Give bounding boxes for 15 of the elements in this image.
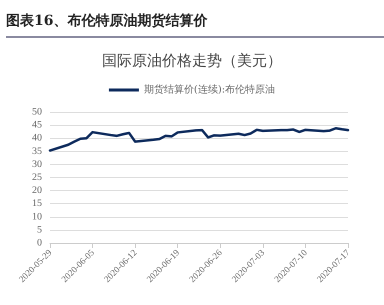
y-tick-label: 30 [32,158,42,170]
chart-title: 图表16、布伦特原油期货结算价 [6,8,384,38]
y-tick-label: 35 [32,146,42,157]
legend-label: 期货结算价(连续):布伦特原油 [144,84,276,96]
y-tick-label: 10 [32,211,42,222]
y-tick-label: 45 [32,120,42,131]
y-tick-label: 50 [32,106,42,118]
y-tick-label: 40 [32,132,42,144]
chart-subtitle: 国际原油价格走势（美元） [102,52,282,70]
y-tick-label: 25 [32,172,42,183]
y-tick-label: 5 [37,224,42,236]
y-tick-label: 15 [32,198,42,210]
line-series [48,126,350,152]
y-tick-label: 20 [32,185,42,196]
y-tick-label: 0 [37,238,42,248]
